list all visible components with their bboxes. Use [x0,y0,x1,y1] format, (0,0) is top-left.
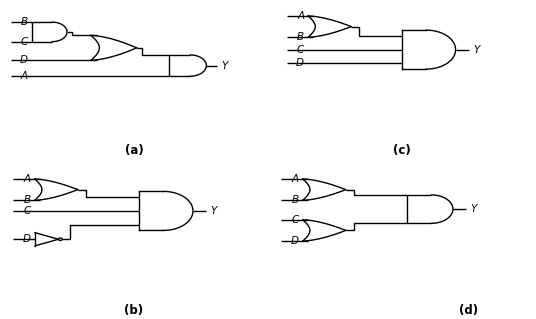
Text: A: A [297,11,304,21]
Text: (c): (c) [393,144,411,157]
Text: D: D [296,58,304,68]
Text: D: D [20,55,28,65]
Text: Y: Y [221,61,227,70]
Text: D: D [23,234,31,244]
Text: (b): (b) [124,304,144,317]
Text: Y: Y [473,45,479,55]
Text: B: B [292,195,299,205]
Text: C: C [297,45,304,55]
Text: (a): (a) [125,144,143,157]
Text: B: B [21,17,28,27]
Text: A: A [292,174,299,184]
Text: C: C [24,206,31,216]
Text: (d): (d) [459,304,479,317]
Text: Y: Y [211,206,217,216]
Text: C: C [292,215,299,225]
Text: C: C [21,37,28,47]
Text: D: D [291,236,299,246]
Text: A: A [21,71,28,81]
Text: Y: Y [471,204,477,214]
Text: A: A [24,174,31,184]
Text: B: B [297,32,304,42]
Text: B: B [24,195,31,205]
